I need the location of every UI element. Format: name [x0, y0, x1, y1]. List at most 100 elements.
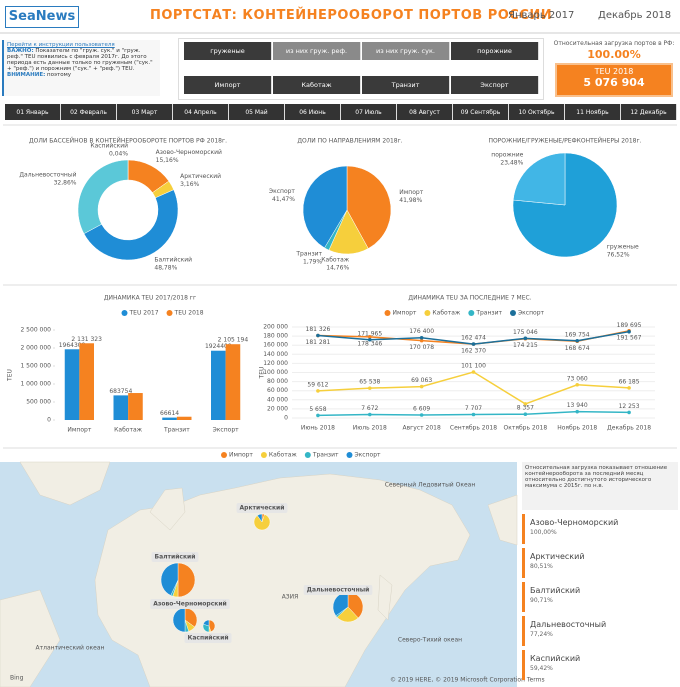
filter-button[interactable]: из них груж. сук. [362, 42, 450, 60]
filter-button[interactable]: Каботаж [273, 76, 361, 94]
point [367, 335, 372, 339]
period-end[interactable]: Декабрь 2018 [598, 10, 672, 21]
bar [128, 393, 143, 420]
basin-label: Дальневосточный [307, 587, 370, 594]
point [523, 402, 528, 406]
point-label: 174 215 [513, 342, 538, 349]
month-button[interactable]: 01 Январь [5, 104, 61, 120]
y-tick-label: 80 000 [267, 378, 288, 385]
legend-marker [346, 452, 353, 458]
point-label: 13 940 [567, 402, 588, 409]
bar [162, 417, 177, 420]
point-label: 162 474 [461, 335, 486, 342]
map-label: Северный Ледовитый Океан [385, 482, 476, 489]
legend-marker [468, 310, 475, 316]
point [419, 413, 424, 417]
landmass [19, 461, 111, 506]
x-tick-label: Август 2018 [402, 425, 440, 432]
y-tick-label: 2 500 000 [20, 327, 51, 334]
month-button[interactable]: 08 Август [397, 104, 453, 120]
map-provider: Bing [10, 675, 24, 682]
y-tick-label: 100 000 [263, 369, 288, 376]
legend-label: Каботаж [432, 310, 460, 317]
load-item: Дальневосточный 77,24% [522, 616, 676, 646]
slice-label: Дальневосточный [19, 172, 76, 179]
chart-title: ДОЛИ ПО НАПРАВЛЕНИЯМ 2018г. [297, 138, 402, 145]
chart-title: ПОРОЖНИЕ/ГРУЖЕНЫЕ/РЕФКОНТЕЙНЕРЫ 2018г. [488, 138, 641, 145]
pie-slice [512, 152, 566, 206]
slice-value: 23,48% [500, 160, 523, 167]
basin-label: Азово-Черноморский [153, 601, 227, 608]
month-button[interactable]: 03 Март [117, 104, 173, 120]
map-pie-slice [257, 513, 263, 523]
slice-value: 41,98% [399, 197, 422, 204]
slice-value: 15,16% [156, 157, 179, 164]
slice-value: 1,79% [303, 258, 322, 265]
period-start[interactable]: Январь 2017 [508, 10, 575, 21]
load-note: Относительная загрузка показывает отноше… [522, 462, 678, 510]
map-pie-slice [177, 562, 196, 598]
load-item-name: Арктический [530, 552, 585, 561]
load-item-value: 90,71% [530, 597, 553, 604]
basin-label-bg [150, 599, 230, 609]
logo[interactable]: SeaNews [5, 6, 79, 28]
month-button[interactable]: 07 Июль [341, 104, 397, 120]
landmass [377, 574, 393, 621]
point-label: 12 253 [619, 403, 640, 410]
slice-label: Балтийский [154, 256, 192, 263]
point-label: 69 063 [411, 377, 432, 384]
legend-marker [384, 310, 391, 316]
bar-value-label: 683754 [109, 388, 132, 395]
filter-button[interactable]: порожние [451, 42, 539, 60]
point-label: 101 100 [461, 362, 486, 369]
y-tick-label: 2 000 000 [20, 345, 51, 352]
basin-label-bg [236, 503, 288, 513]
point [627, 410, 631, 415]
month-button[interactable]: 11 Ноябрь [565, 104, 621, 120]
filter-button[interactable]: Импорт [184, 76, 272, 94]
load-item-value: 100,00% [530, 529, 557, 536]
bar-value-label: 2 105 194 [218, 337, 249, 344]
slice-label: Транзит [295, 250, 322, 257]
instruction-link[interactable]: Перейти к инструкции пользователя [7, 42, 115, 48]
month-button[interactable]: 05 Май [229, 104, 285, 120]
point-label: 8 357 [517, 405, 534, 412]
legend-marker [304, 452, 311, 458]
legend-label: Экспорт [518, 310, 545, 317]
load-item-value: 77,24% [530, 631, 553, 638]
month-button[interactable]: 10 Октябрь [509, 104, 565, 120]
legend-label: Импорт [229, 452, 253, 459]
info-box: Перейти к инструкции пользователя ВАЖНО:… [2, 40, 160, 96]
month-button[interactable]: 09 Сентябрь [453, 104, 509, 120]
month-button[interactable]: 02 Февраль [61, 104, 117, 120]
landmass [149, 487, 186, 531]
bar [211, 350, 226, 420]
slice-value: 32,86% [54, 180, 77, 187]
legend-marker [166, 310, 173, 316]
point-label: 181 281 [306, 339, 331, 346]
point-label: 65 538 [359, 379, 380, 386]
legend-label: Транзит [312, 452, 339, 459]
x-tick-label: Каботаж [114, 427, 142, 434]
filter-button[interactable]: Транзит [362, 76, 450, 94]
point-label: 176 400 [409, 328, 434, 335]
point [419, 384, 424, 389]
point [627, 329, 631, 334]
bar [64, 349, 80, 420]
point [419, 335, 424, 340]
month-button[interactable]: 06 Июнь [285, 104, 341, 120]
y-tick-label: 1 500 000 [20, 363, 51, 370]
point [316, 333, 320, 338]
month-button[interactable]: 12 Декабрь [621, 104, 677, 120]
filter-button[interactable]: из них груж. реф. [273, 42, 361, 60]
load-item-name: Азово-Черноморский [530, 518, 619, 527]
filter-button[interactable]: Экспорт [451, 76, 539, 94]
month-button[interactable]: 04 Апрель [173, 104, 229, 120]
map-terms: Terms [526, 677, 545, 684]
filter-button[interactable]: груженые [184, 42, 272, 60]
pie-slice [346, 165, 392, 249]
point-label: 7 707 [465, 405, 482, 412]
page-title: ПОРТСТАТ: КОНТЕЙНЕРООБОРОТ ПОРТОВ РОССИИ [150, 8, 553, 23]
slice-label: груженые [607, 243, 639, 250]
map-pie-slice [203, 619, 210, 627]
